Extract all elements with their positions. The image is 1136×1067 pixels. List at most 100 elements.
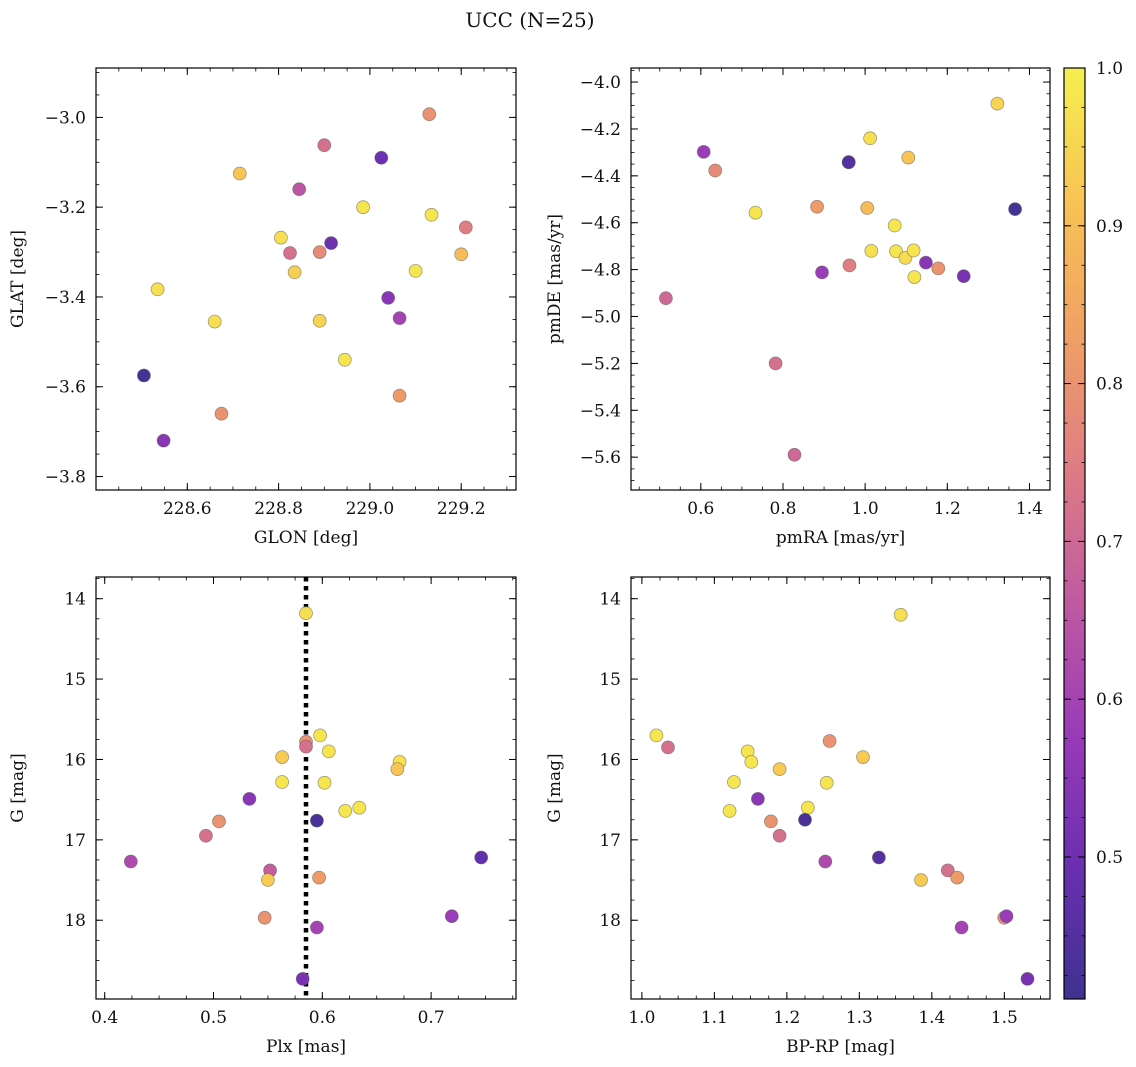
colorbar-tick-label: 1.0 (1096, 59, 1123, 79)
data-point-24 (454, 247, 469, 262)
data-point-25 (295, 972, 310, 986)
data-point-23 (768, 356, 783, 371)
data-point-8 (287, 265, 302, 280)
data-point-7 (273, 230, 288, 245)
panel-3: 0.4 0.5 0.6 0.7 14 15 16 17 18 Plx [mas] G [mag] (8, 576, 517, 1057)
data-point-3 (661, 740, 675, 755)
y-tick-label: −3.8 (45, 468, 86, 488)
data-point-8 (748, 205, 763, 220)
y-tick-label: 18 (599, 911, 621, 931)
y-tick-label: −5.2 (580, 354, 621, 374)
data-point-21 (408, 263, 423, 278)
x-tick-label: 0.4 (91, 1008, 118, 1028)
data-point-8 (317, 775, 332, 790)
data-point-16 (919, 255, 933, 270)
colorbar-tick-label: 0.6 (1096, 690, 1123, 710)
y-tick-label: 16 (599, 750, 621, 770)
data-point-12 (864, 243, 879, 258)
data-point-14 (764, 814, 778, 829)
figure-title: UCC (N=25) (465, 8, 595, 32)
data-point-19 (940, 863, 955, 878)
data-point-10 (390, 762, 405, 776)
data-point-20 (815, 265, 829, 280)
x-tick-label: 1.0 (852, 499, 879, 519)
y-axis-label: GLAT [deg] (8, 230, 28, 328)
data-point-15 (798, 812, 812, 827)
x-tick-label: 0.6 (309, 1008, 336, 1028)
x-tick-label: 0.8 (769, 499, 796, 519)
y-tick-label: −3.0 (45, 108, 86, 128)
data-point-5 (708, 163, 723, 178)
data-point-21 (842, 258, 857, 273)
panel-1: 228.6 228.8 229.0 229.2 −3.0 −3.2 −3.4 −3.6 −3.8… (8, 67, 517, 548)
data-point-4 (822, 734, 837, 748)
data-point-5 (299, 739, 313, 754)
data-point-11 (312, 245, 327, 260)
data-point-23 (424, 207, 439, 222)
y-tick-label: −3.4 (45, 288, 86, 308)
y-tick-label: −5.0 (580, 308, 621, 328)
data-point-20 (392, 388, 407, 403)
data-point-3 (150, 282, 165, 297)
x-tick-label: 1.3 (846, 1008, 873, 1028)
y-tick-label: −3.6 (45, 378, 86, 398)
data-point-18 (381, 290, 396, 305)
x-tick-label: 228.6 (163, 499, 212, 519)
data-point-6 (232, 166, 247, 181)
data-point-20 (914, 873, 928, 887)
panel-2: 0.6 0.8 1.0 1.2 1.4 −4.0 −4.2 −4.4 −4.6 −4.8 −5.0 −… (545, 67, 1051, 548)
data-point-19 (392, 311, 407, 326)
data-point-24 (309, 920, 324, 935)
x-tick-label: 1.4 (1016, 499, 1043, 519)
x-tick-label: 1.2 (773, 1008, 800, 1028)
data-point-23 (444, 909, 459, 924)
data-point-22 (659, 291, 673, 306)
y-axis-label: G [mag] (545, 753, 565, 822)
x-tick-label: 228.8 (254, 499, 303, 519)
data-point-9 (810, 199, 824, 214)
y-tick-label: −4.8 (580, 261, 621, 281)
data-point-11 (242, 792, 257, 806)
data-point-12 (722, 804, 737, 818)
data-point-1 (136, 368, 151, 383)
y-tick-label: −4.4 (580, 167, 621, 187)
data-point-6 (744, 755, 759, 769)
data-point-15 (906, 243, 921, 258)
y-tick-label: 17 (64, 831, 86, 851)
data-point-6 (275, 750, 290, 764)
axes-frame (95, 576, 517, 1000)
x-axis-label: BP-RP [mag] (786, 1037, 895, 1057)
data-point-25 (1020, 972, 1035, 986)
colorbar-tick-label: 0.8 (1096, 375, 1123, 395)
x-tick-label: 0.6 (687, 499, 714, 519)
data-point-2 (863, 131, 877, 146)
y-tick-label: −3.2 (45, 198, 86, 218)
data-point-10 (819, 775, 834, 790)
data-point-1 (990, 96, 1005, 111)
data-point-17 (374, 150, 389, 165)
data-point-18 (907, 270, 922, 285)
data-point-16 (356, 200, 371, 215)
data-point-18 (872, 850, 886, 865)
colorbar-tick-label: 0.5 (1096, 848, 1123, 868)
data-point-17 (123, 854, 138, 869)
data-point-12 (312, 313, 327, 328)
colorbar-tick-label: 0.7 (1096, 532, 1123, 552)
data-point-18 (474, 850, 489, 865)
panel-4: 1.0 1.1 1.2 1.3 1.4 1.5 14 15 16 17 18 BP-RP [mag] G… (545, 576, 1051, 1057)
data-point-16 (198, 828, 213, 843)
data-point-14 (324, 236, 339, 251)
x-tick-label: 1.2 (934, 499, 961, 519)
data-point-4 (696, 144, 711, 159)
y-tick-label: 18 (64, 911, 86, 931)
y-tick-label: −4.2 (580, 120, 621, 140)
data-point-1 (299, 606, 313, 621)
data-point-21 (312, 870, 327, 885)
x-axis-label: GLON [deg] (254, 528, 358, 548)
data-point-11 (751, 792, 765, 806)
data-point-11 (887, 218, 902, 233)
x-tick-label: 0.7 (418, 1008, 445, 1028)
data-point-13 (317, 138, 332, 153)
data-point-7 (1008, 202, 1022, 217)
